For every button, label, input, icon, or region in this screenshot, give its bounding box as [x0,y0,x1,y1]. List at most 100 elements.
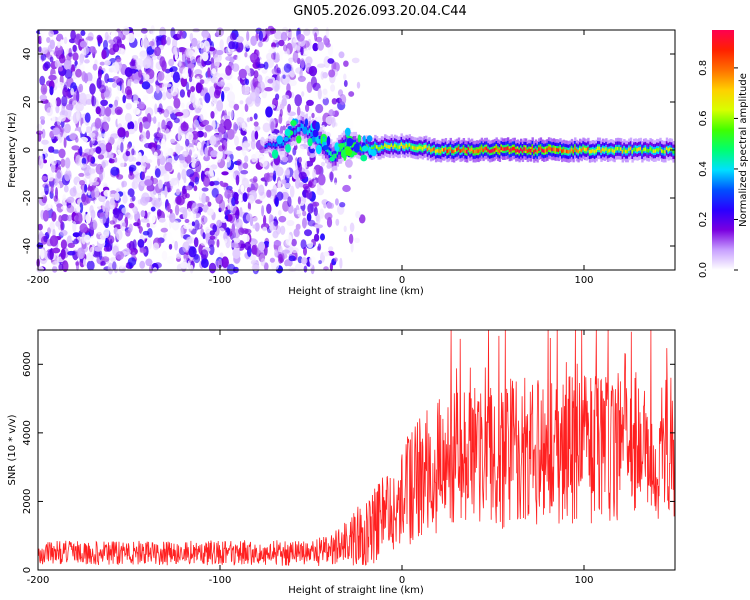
spectrogram-y-tick-label: 40 [22,48,33,61]
spectrogram-noise-cell [113,36,122,44]
spectrogram-noise-cell [96,227,103,235]
spectrogram-noise-cell [183,176,187,184]
spectrogram-line-cell [269,143,272,146]
spectrogram-noise-cell [165,74,171,82]
spectrogram-noise-cell [259,59,266,64]
spectrogram-noise-cell [268,48,276,54]
spectrogram-noise-cell [114,106,123,116]
spectrogram-noise-cell [182,241,190,253]
spectrogram-line-cell [418,145,421,150]
spectrogram-noise-cell [280,31,288,42]
spectrogram-noise-cell [202,119,210,126]
spectrogram-noise-cell [154,168,161,178]
spectrogram-noise-cell [92,63,98,71]
spectrogram-noise-cell [132,239,137,251]
spectrogram-noise-cell [216,239,220,248]
spectrogram-noise-cell [70,88,74,96]
spectrogram-noise-cell [39,27,47,36]
spectrogram-noise-cell [125,229,131,237]
spectrogram-noise-cell [141,81,151,90]
spectrogram-noise-cell [145,258,153,267]
spectrogram-noise-cell [57,66,64,72]
spectrogram-noise-cell [250,125,255,131]
spectrogram-noise-cell [190,86,196,93]
spectrogram-noise-cell [306,99,314,106]
spectrogram-noise-cell [133,92,139,104]
spectrogram-noise-cell [63,36,68,45]
spectrogram-line-cell [336,149,339,155]
spectrogram-transition-cell [307,138,313,147]
colorbar-gradient [712,30,734,270]
spectrogram-noise-cell [60,158,66,168]
spectrogram-noise-cell [189,76,193,83]
spectrogram-noise-cell [184,218,190,224]
spectrogram-noise-cell [210,111,215,119]
spectrogram-line-cell [408,143,411,147]
snr-x-tick-label: 100 [574,575,593,586]
spectrogram-noise-cell [230,203,237,215]
spectrogram-noise-cell [345,98,350,105]
spectrogram-noise-cell [147,228,153,238]
spectrogram-noise-cell [211,187,219,198]
spectrogram-line-cell [375,145,379,149]
spectrogram-noise-cell [287,103,292,113]
spectrogram-line-cell [484,146,487,151]
spectrogram-noise-cell [166,36,171,46]
spectrogram-transition-cell [360,154,368,162]
spectrogram-noise-cell [207,201,212,207]
spectrogram-noise-cell [272,230,279,239]
spectrogram-noise-cell [224,189,232,199]
spectrogram-cells [35,25,675,275]
spectrogram-line-cell [587,146,590,151]
spectrogram-line-cell [606,149,610,153]
spectrogram-noise-cell [180,226,184,239]
spectrogram-noise-cell [152,116,157,124]
spectrogram-noise-cell [248,194,255,204]
spectrogram-noise-cell [176,29,186,40]
spectrogram-noise-cell [225,156,232,168]
spectrogram-noise-cell [221,90,225,102]
spectrogram-noise-cell [259,158,268,168]
spectrogram-noise-cell [55,104,60,114]
spectrogram-noise-cell [95,163,104,175]
spectrogram-noise-cell [254,125,261,131]
colorbar-tick-label: 0.6 [698,110,709,126]
spectrogram-line-cell [387,144,390,149]
spectrogram-line-cell [449,146,452,151]
spectrogram-x-tick-label: -100 [209,275,232,286]
spectrogram-noise-cell [186,168,195,178]
spectrogram-noise-cell [144,179,153,187]
spectrogram-noise-cell [100,106,105,116]
spectrogram-noise-cell [219,252,224,258]
spectrogram-transition-cell [283,136,289,142]
spectrogram-noise-cell [63,137,67,148]
spectrogram-line-cell [479,148,482,153]
spectrogram-noise-cell [101,161,106,169]
spectrogram-line-cell [379,146,382,151]
spectrogram-noise-cell [254,222,260,232]
spectrogram-noise-cell [284,259,293,268]
spectrogram-noise-cell [209,135,217,146]
spectrogram-noise-cell [54,253,59,265]
spectrogram-noise-cell [111,62,120,73]
spectrogram-noise-cell [345,159,353,168]
spectrogram-noise-cell [50,185,54,194]
spectrogram-noise-cell [312,42,319,52]
spectrogram-noise-cell [194,176,199,185]
spectrogram-line-cell [600,149,603,153]
spectrogram-noise-cell [75,261,79,266]
spectrogram-noise-cell [66,204,75,213]
spectrogram-noise-cell [209,181,215,187]
spectrogram-noise-cell [289,185,295,198]
spectrogram-noise-cell [168,58,175,67]
spectrogram-line-cell [395,144,398,149]
spectrogram-noise-cell [322,88,328,95]
spectrogram-noise-cell [313,179,317,185]
spectrogram-noise-cell [218,145,224,152]
spectrogram-noise-cell [332,182,340,193]
spectrogram-noise-cell [163,147,172,157]
spectrogram-noise-cell [230,172,236,182]
spectrogram-noise-cell [343,73,347,81]
spectrogram-noise-cell [124,113,132,123]
spectrogram-noise-cell [129,247,138,256]
